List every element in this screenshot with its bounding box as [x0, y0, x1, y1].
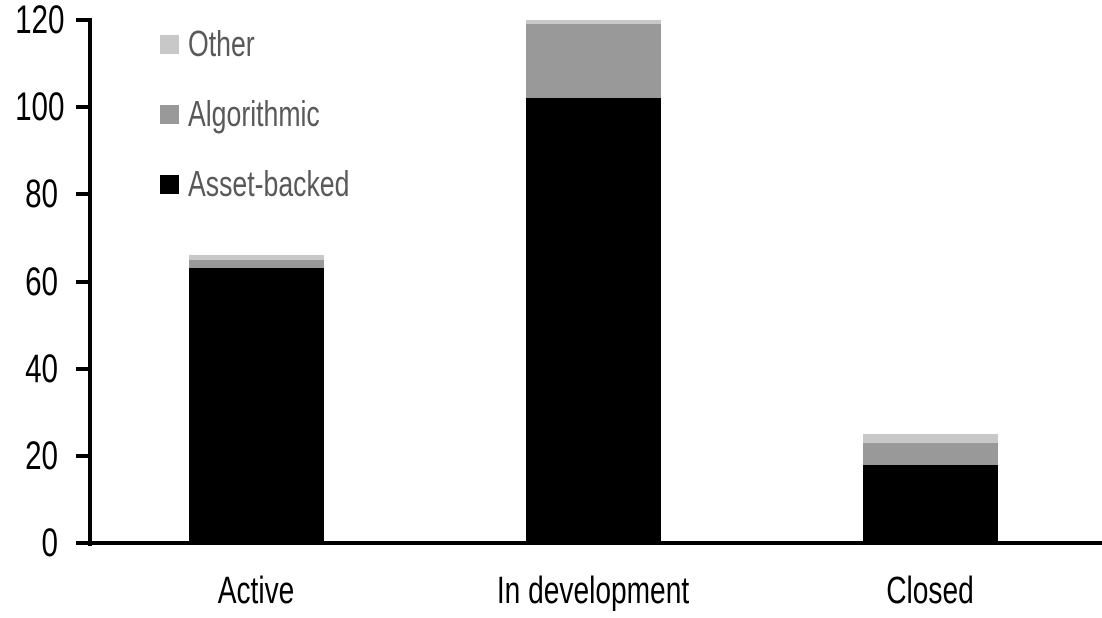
y-axis-tick: [76, 279, 92, 284]
bar-segment-other: [189, 255, 324, 260]
y-axis-tick: [76, 192, 92, 197]
y-axis-tick-label: 80: [25, 172, 58, 217]
y-axis-tick: [76, 453, 92, 458]
y-axis-tick-label: 20: [25, 433, 58, 478]
legend-swatch-other: [160, 34, 179, 54]
legend-label-other: Other: [188, 23, 255, 64]
x-axis-label-in-development: In development: [496, 570, 690, 612]
y-axis-tick: [76, 105, 92, 110]
x-axis-line: [76, 541, 1102, 545]
y-axis-tick-label: 60: [25, 259, 58, 304]
bar-segment-asset-backed: [189, 268, 324, 543]
legend-label-algorithmic: Algorithmic: [188, 93, 320, 134]
bar-segment-other: [863, 434, 998, 443]
legend-swatch-algorithmic: [160, 104, 179, 124]
y-axis-tick: [76, 18, 92, 22]
y-axis-tick: [76, 366, 92, 371]
y-axis-tick-label: 40: [25, 346, 58, 391]
bar-segment-algorithmic: [863, 442, 998, 465]
bar-segment-algorithmic: [189, 259, 324, 269]
legend-item-asset-backed: Asset-backed: [160, 163, 406, 204]
x-axis-label-active: Active: [217, 570, 295, 612]
y-axis-tick-label: 0: [41, 521, 58, 565]
legend-item-other: Other: [160, 23, 278, 64]
legend-swatch-asset-backed: [160, 174, 179, 194]
y-axis-tick: [76, 541, 92, 545]
y-axis-tick-label: 100: [15, 85, 65, 130]
legend-label-asset-backed: Asset-backed: [188, 163, 350, 204]
bar-segment-asset-backed: [526, 98, 661, 543]
x-axis-label-closed: Closed: [886, 570, 974, 612]
y-axis-tick-label: 120: [15, 0, 65, 42]
bar-segment-other: [526, 20, 661, 25]
bar-segment-algorithmic: [526, 24, 661, 99]
bar-segment-asset-backed: [863, 464, 998, 543]
legend-item-algorithmic: Algorithmic: [160, 93, 366, 134]
